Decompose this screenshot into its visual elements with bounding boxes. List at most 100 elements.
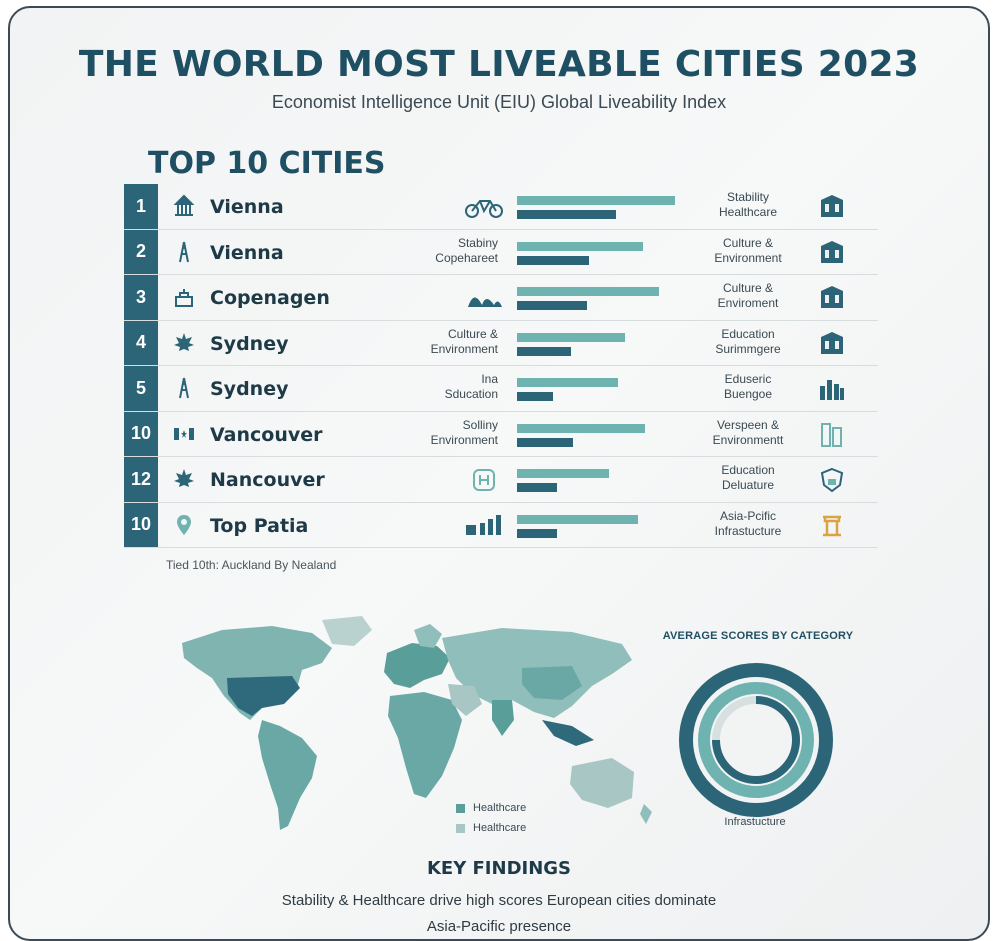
clinic-icon bbox=[464, 467, 504, 493]
score-bar-secondary bbox=[517, 301, 587, 310]
building-icon bbox=[818, 331, 846, 357]
city-name: Top Patia bbox=[210, 514, 309, 537]
score-bar-secondary bbox=[517, 210, 616, 219]
city-row: 1 Vienna Stability Healthcare bbox=[124, 184, 878, 230]
mid-label: Culture & Environment bbox=[430, 326, 498, 356]
city-row: 12 Nancouver Education Deluature bbox=[124, 457, 878, 503]
city-name: Vienna bbox=[210, 241, 284, 264]
building-icon bbox=[818, 194, 846, 220]
map-new-zealand bbox=[640, 804, 652, 824]
maple-leaf-icon bbox=[172, 331, 196, 355]
bicycle-icon bbox=[464, 194, 504, 220]
top10-table: 1 Vienna Stability Healthcare 2 Vienna Stabin… bbox=[124, 184, 878, 548]
legend-label: Healthcare bbox=[473, 822, 527, 834]
category-label: Culture & Environment bbox=[714, 235, 782, 265]
key-findings-title: KEY FINDINGS bbox=[426, 858, 572, 879]
city-name: Sydney bbox=[210, 378, 289, 400]
map-africa bbox=[388, 692, 462, 798]
city-row: 10 Vancouver Solliny Environment Verspeen &… bbox=[124, 411, 878, 457]
legend-label: Healthcare bbox=[473, 802, 527, 814]
map-scandinavia bbox=[414, 624, 442, 648]
world-map bbox=[182, 616, 652, 830]
category-label: Education Deluature bbox=[721, 463, 775, 492]
score-bar-primary bbox=[517, 514, 638, 524]
city-name: Nancouver bbox=[210, 469, 325, 491]
scores-donut bbox=[679, 663, 833, 817]
building-icon bbox=[818, 240, 846, 266]
score-bar-primary bbox=[517, 287, 659, 296]
city-name: Copenagen bbox=[210, 287, 330, 309]
category-label: Eduseric Buengoe bbox=[723, 372, 773, 401]
landmark-icon bbox=[172, 194, 196, 218]
score-bar-primary bbox=[517, 241, 643, 251]
skyline-icon bbox=[818, 376, 846, 402]
opera-house-icon bbox=[464, 285, 504, 311]
city-row: 10 Top Patia Asia-Pcific Infrastucture bbox=[124, 502, 878, 548]
city-row: 4 Sydney Culture & Environment Education Su… bbox=[124, 320, 878, 366]
building-icon bbox=[818, 285, 846, 311]
donut-inner-arc bbox=[712, 696, 800, 784]
flag-icon bbox=[172, 422, 196, 446]
page-subtitle: Economist Intelligence Unit (EIU) Global… bbox=[271, 92, 727, 112]
rank-number: 5 bbox=[124, 366, 158, 411]
map-europe bbox=[384, 643, 450, 688]
map-india bbox=[492, 700, 514, 736]
score-bar-primary bbox=[517, 332, 625, 342]
score-bar-primary bbox=[517, 378, 618, 387]
city-row: 3 Copenagen Culture & Enviroment bbox=[124, 275, 878, 321]
infographic-card: THE WORLD MOST LIVEABLE CITIES 2023 Econ… bbox=[8, 6, 990, 941]
city-name: Vienna bbox=[210, 196, 284, 218]
top10-title: TOP 10 CITIES bbox=[148, 146, 386, 181]
category-label: Verspeen & Environmentt bbox=[712, 417, 784, 447]
city-name: Sydney bbox=[210, 332, 289, 355]
map-australia bbox=[570, 758, 634, 808]
scores-title: AVERAGE SCORES BY CATEGORY bbox=[662, 630, 854, 642]
chart-icon bbox=[464, 513, 504, 539]
score-bar-secondary bbox=[517, 483, 557, 492]
legend-item: Healthcare bbox=[456, 818, 526, 838]
score-bar-secondary bbox=[517, 528, 557, 538]
legend-swatch bbox=[456, 823, 465, 833]
tied-footnote: Tied 10th: Auckland By Nealand bbox=[166, 558, 337, 572]
rank-number: 10 bbox=[124, 502, 158, 547]
legend-swatch bbox=[456, 803, 465, 813]
temple-icon bbox=[818, 513, 846, 539]
category-label: Culture & Enviroment bbox=[717, 281, 779, 310]
city-name: Vancouver bbox=[210, 423, 323, 446]
donut-middle-ring bbox=[698, 682, 814, 798]
rank-number: 3 bbox=[124, 275, 158, 320]
score-bar-secondary bbox=[517, 255, 589, 265]
map-south-america bbox=[258, 720, 317, 830]
scores-label: Infrastucture bbox=[724, 816, 786, 828]
map-southeast-asia bbox=[542, 720, 594, 746]
maple-leaf-icon bbox=[172, 467, 196, 491]
rank-number: 4 bbox=[124, 320, 158, 365]
score-bar-primary bbox=[517, 423, 645, 433]
tower-icon bbox=[172, 240, 196, 264]
map-legend: Healthcare Healthcare bbox=[456, 798, 526, 838]
location-pin-icon bbox=[172, 513, 196, 537]
shield-icon bbox=[818, 467, 846, 493]
score-bar-secondary bbox=[517, 437, 573, 447]
tower-icon bbox=[172, 376, 196, 400]
map-north-america bbox=[182, 626, 332, 720]
mid-label: Stabiny Copehareet bbox=[435, 235, 498, 265]
legend-item: Healthcare bbox=[456, 798, 526, 818]
category-label: Stability Healthcare bbox=[718, 190, 778, 219]
key-findings-line-1: Stability & Healthcare drive high scores… bbox=[281, 892, 717, 909]
page-title: THE WORLD MOST LIVEABLE CITIES 2023 bbox=[78, 44, 920, 85]
rank-number: 10 bbox=[124, 411, 158, 456]
key-findings-line-2: Asia-Pacific presence bbox=[426, 918, 572, 935]
skyscraper-icon bbox=[818, 422, 846, 448]
mid-label: Solliny Environment bbox=[430, 417, 498, 447]
score-bar-primary bbox=[517, 469, 609, 478]
score-bar-primary bbox=[517, 196, 675, 205]
donut-outer-ring bbox=[679, 663, 833, 817]
map-usa bbox=[227, 676, 300, 716]
score-bar-secondary bbox=[517, 346, 571, 356]
palace-icon bbox=[172, 285, 196, 309]
city-row: 5 Sydney Ina Sducation Eduseric Buengoe bbox=[124, 366, 878, 412]
map-greenland bbox=[322, 616, 372, 646]
rank-number: 2 bbox=[124, 229, 158, 274]
category-label: Education Surimmgere bbox=[715, 326, 781, 356]
